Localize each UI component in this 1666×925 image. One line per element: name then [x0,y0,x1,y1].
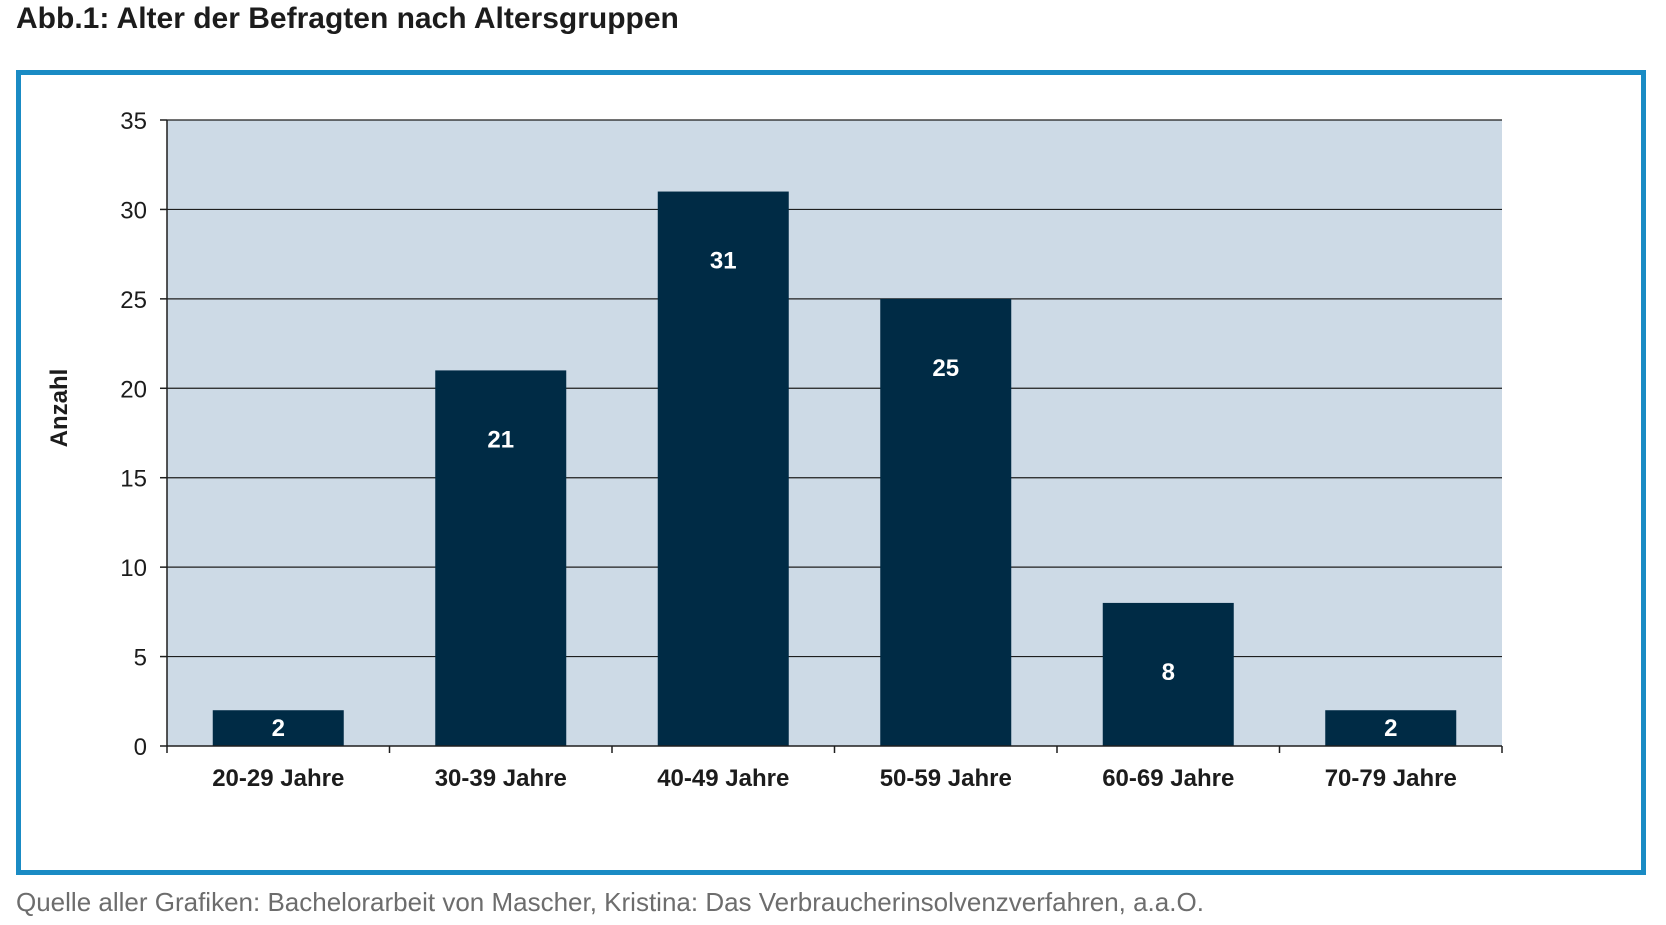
chart-frame: 2 21 31 25 8 2 0 5 10 15 20 25 30 35 20-29 Jahre 30-3… [16,70,1646,875]
x-tick-label: 20-29 Jahre [212,765,344,792]
y-tick-label: 20 [120,376,147,403]
x-tick-label: 50-59 Jahre [880,765,1012,792]
bar-value-label: 2 [1384,715,1397,742]
chart-title: Abb.1: Alter der Befragten nach Altersgr… [16,2,679,35]
x-tick-label: 70-79 Jahre [1325,765,1457,792]
y-tick-label: 35 [120,108,147,135]
source-note: Quelle aller Grafiken: Bachelorarbeit vo… [16,887,1204,917]
bar-30-39-jahre [435,370,567,746]
bar-value-label: 25 [932,355,959,382]
bar-40-49-jahre [657,191,789,746]
y-tick-label: 15 [120,466,147,493]
y-tick-label: 25 [120,287,147,314]
y-tick-label: 5 [134,645,147,672]
y-tick-label: 10 [120,555,147,582]
bar-60-69-jahre [1102,602,1234,746]
y-axis-label: Anzahl [46,369,73,448]
y-tick-label: 0 [134,734,147,761]
x-tick-label: 40-49 Jahre [657,765,789,792]
x-tick-label: 30-39 Jahre [435,765,567,792]
bar-value-label: 2 [272,715,285,742]
bar-value-label: 31 [710,248,737,275]
y-tick-label: 30 [120,197,147,224]
x-tick-label: 60-69 Jahre [1102,765,1234,792]
bar-chart: 2 21 31 25 8 2 0 5 10 15 20 25 30 35 20-29 Jahre 30-3… [46,108,1503,792]
bar-70-79-jahre [1325,710,1457,746]
bar-50-59-jahre [880,298,1012,746]
bar-value-label: 8 [1162,659,1175,686]
bar-value-label: 21 [487,426,514,453]
plot-area [167,120,1502,746]
bar-20-29-jahre [212,710,344,746]
